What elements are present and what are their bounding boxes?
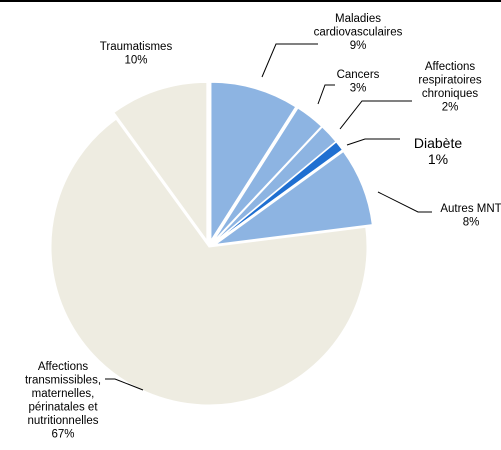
slice-label-line: Affections [425, 61, 476, 73]
top-border [0, 0, 501, 2]
slice-label-line: cardiovasculaires [314, 27, 403, 39]
slice-label-affections-transmissibles-maternelles-perinatales-et-nutritionnelles: Affections transmissibles, maternelles, pér… [25, 361, 101, 441]
slice-label-line: chroniques [422, 88, 479, 100]
leader-line-affections-respiratoires-chroniques [339, 100, 412, 130]
slice-label-affections-respiratoires-chroniques: Affections respiratoires chroniques 2% [418, 61, 482, 114]
slice-percent: 2% [442, 102, 459, 114]
pie-slice-diabete [214, 141, 344, 244]
slice-percent: 1% [428, 151, 448, 167]
leader-line-diabete [346, 138, 400, 146]
pie-slice-affections-transmissibles-maternelles-perinatales-et-nutritionnelles [50, 118, 368, 406]
slice-label-traumatismes: Traumatismes 10% [100, 41, 173, 67]
slice-percent: 3% [350, 83, 367, 95]
slice-label-maladies-cardiovasculaires: Maladies cardiovasculaires 9% [314, 13, 403, 52]
slice-label-line: transmissibles, [25, 375, 101, 387]
slice-percent: 8% [463, 217, 480, 229]
slice-label-line: périnatales et [28, 402, 98, 414]
slice-label-cancers: Cancers 3% [337, 69, 380, 95]
slice-percent: 67% [51, 429, 74, 441]
leader-line-autres-mnt [377, 191, 432, 213]
slice-label-line: Affections [38, 361, 89, 373]
slice-label-line: nutritionnelles [28, 415, 99, 427]
slice-percent: 9% [350, 40, 367, 52]
leader-line-cancers [317, 84, 335, 105]
leader-line-maladies-cardiovasculaires [261, 43, 318, 78]
slice-label-diabete: Diabète 1% [414, 135, 462, 167]
slice-label-line: Diabète [414, 135, 462, 151]
leader-line-affections-transmissibles-maternelles-perinatales-et-nutritionnelles [105, 378, 144, 391]
slice-percent: 10% [124, 55, 147, 67]
pie-slice-cancers [212, 107, 323, 242]
slice-label-line: Traumatismes [100, 41, 173, 53]
slice-label-autres-mnt: Autres MNT 8% [440, 203, 501, 229]
slice-label-line: Autres MNT [440, 203, 501, 215]
slice-label-line: maternelles, [32, 388, 95, 400]
slice-label-line: respiratoires [418, 75, 482, 87]
slice-label-line: Maladies [335, 13, 381, 25]
pie-slice-maladies-cardiovasculaires [210, 81, 297, 242]
slice-label-line: Cancers [337, 69, 380, 81]
pie-slice-affections-respiratoires-chroniques [213, 126, 337, 243]
pie-slice-traumatismes [113, 81, 208, 242]
pie-slice-autres-mnt [215, 150, 373, 245]
